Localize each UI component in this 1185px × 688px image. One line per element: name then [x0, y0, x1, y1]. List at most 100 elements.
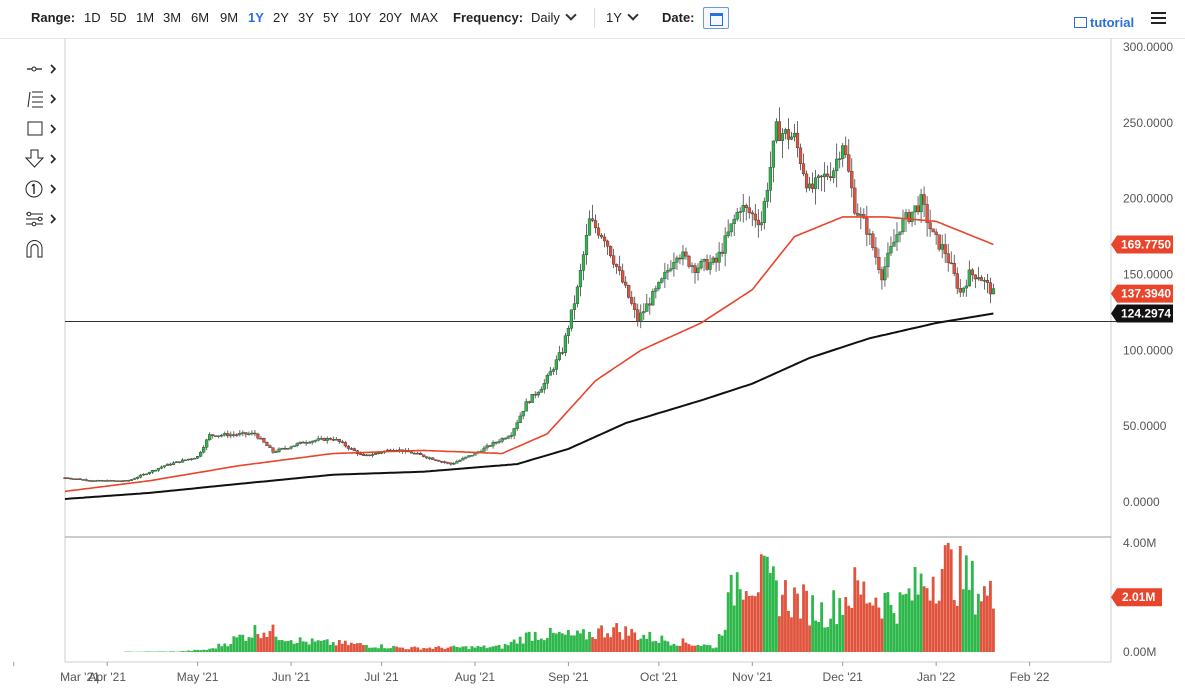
volume-bar [642, 634, 646, 652]
candle [108, 479, 112, 482]
volume-bar [750, 595, 754, 652]
candle [874, 236, 878, 265]
volume-bar [579, 633, 582, 652]
candle [829, 162, 833, 182]
volume-bar [720, 635, 724, 652]
candle [295, 442, 299, 448]
volume-bar [286, 640, 290, 652]
candle [434, 459, 438, 462]
candle [678, 254, 682, 265]
volume-bar [226, 646, 230, 652]
range-button-3y[interactable]: 3Y [298, 10, 314, 25]
volume-bar [319, 640, 323, 652]
range-button-5y[interactable]: 5Y [323, 10, 339, 25]
candle [162, 465, 167, 469]
volume-bar [811, 595, 814, 652]
candle [780, 128, 785, 159]
volume-bar [666, 641, 670, 652]
frequency-select[interactable]: Daily [531, 9, 577, 25]
range-button-6m[interactable]: 6M [191, 10, 210, 25]
hamburger-menu-icon[interactable] [1151, 12, 1166, 24]
volume-bar [609, 637, 613, 652]
volume-bar [814, 620, 817, 652]
candle [868, 228, 872, 245]
candle [370, 452, 375, 458]
candle [111, 479, 115, 482]
candle [687, 254, 691, 269]
price-tick-label: 50.0000 [1123, 419, 1167, 433]
calendar-icon[interactable] [703, 7, 729, 29]
volume-bar [844, 597, 848, 652]
number-marker-button[interactable] [24, 178, 60, 200]
magnet-tool-button[interactable] [24, 238, 60, 260]
range-button-max[interactable]: MAX [410, 10, 439, 25]
candle [934, 228, 938, 245]
candle [976, 266, 980, 281]
range-button-1y[interactable]: 1Y [248, 10, 264, 25]
time-tick-label: Apr '21 [88, 670, 126, 684]
volume-bar [829, 618, 833, 652]
candle [274, 449, 278, 453]
time-tick-label: Jul '21 [364, 670, 399, 684]
range-button-10y[interactable]: 10Y [348, 10, 372, 25]
volume-bar [244, 641, 248, 652]
volume-bar [265, 636, 269, 652]
fibonacci-tool-button[interactable] [24, 88, 60, 110]
range-button-1m[interactable]: 1M [136, 10, 155, 25]
volume-bar [295, 643, 299, 652]
candle [521, 410, 525, 420]
candle [892, 229, 896, 247]
candle [545, 373, 549, 389]
candle [542, 379, 546, 394]
price-tick-label: 200.0000 [1123, 192, 1173, 206]
volume-bar [970, 560, 974, 652]
volume-bar [494, 645, 498, 652]
volume-bar [355, 643, 359, 652]
range-button-3m[interactable]: 3M [163, 10, 182, 25]
volume-bar [787, 610, 790, 652]
candle [141, 473, 145, 476]
range-button-1d[interactable]: 1D [84, 10, 101, 25]
volume-bar [407, 649, 411, 652]
candle [557, 345, 561, 362]
volume-bar [771, 566, 775, 652]
volume-bar [536, 639, 540, 652]
range-button-20y[interactable]: 20Y [379, 10, 403, 25]
candle [343, 440, 347, 448]
volume-bar [654, 640, 658, 652]
volume-bar [826, 627, 830, 652]
volume-bar [669, 645, 673, 652]
candle [72, 478, 76, 480]
volume-bar [434, 646, 438, 652]
candle [612, 248, 616, 269]
volume-bar [187, 650, 190, 652]
volume-bar [759, 554, 763, 652]
arrow-tool-button[interactable] [24, 148, 60, 170]
candle [165, 463, 170, 466]
volume-bar [259, 638, 263, 652]
range-button-2y[interactable]: 2Y [273, 10, 289, 25]
volume-bar [705, 645, 709, 652]
candle [367, 454, 372, 457]
line-tool-button[interactable] [24, 58, 60, 80]
pattern-tool-button[interactable] [24, 208, 60, 230]
candle [105, 479, 109, 482]
candle [596, 223, 601, 239]
tutorial-link[interactable]: tutorial [1074, 15, 1134, 30]
candle [156, 468, 161, 472]
rectangle-tool-button[interactable] [24, 118, 60, 140]
candle [352, 447, 356, 451]
candle [645, 294, 649, 312]
volume-bar [865, 603, 869, 652]
range-button-9m[interactable]: 9M [220, 10, 239, 25]
candle [533, 391, 537, 399]
volume-bar [467, 649, 471, 652]
range-button-5d[interactable]: 5D [110, 10, 127, 25]
candle [801, 153, 806, 177]
period-select[interactable]: 1Y [606, 9, 639, 25]
volume-bar [651, 641, 655, 652]
volume-bar [157, 651, 160, 652]
volume-bar [979, 601, 983, 652]
volume-bar [992, 608, 995, 652]
